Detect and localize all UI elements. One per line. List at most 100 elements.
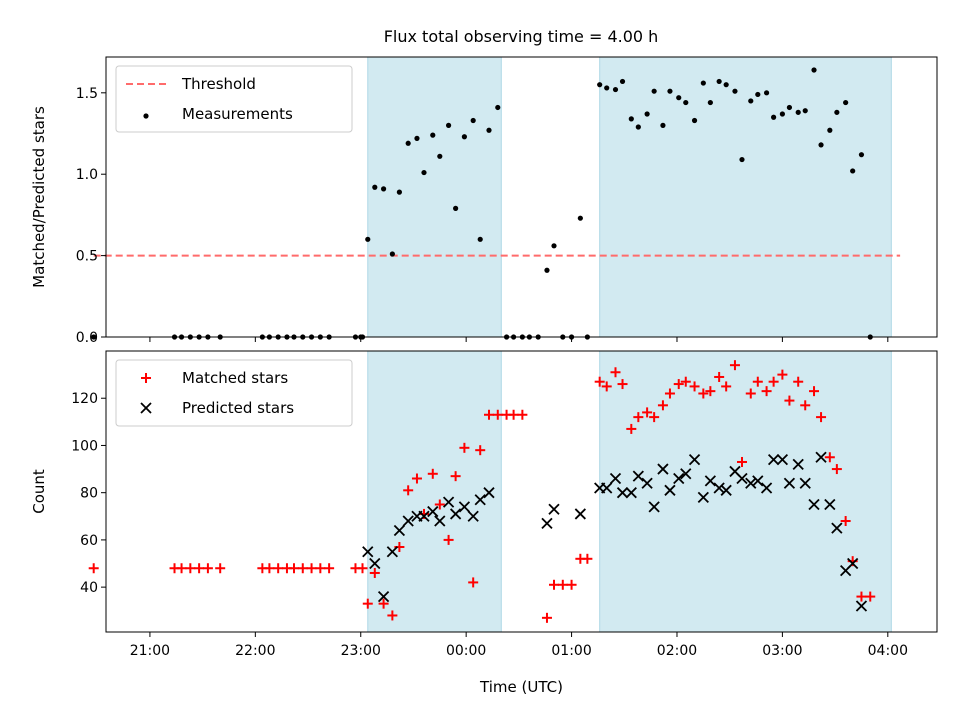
matched-point (517, 409, 528, 420)
matched-point (831, 464, 842, 475)
top-shaded-interval-1 (599, 56, 892, 338)
matched-point (387, 610, 398, 621)
matched-point (698, 388, 709, 399)
legend-label: Measurements (182, 105, 293, 123)
matched-point (752, 376, 763, 387)
matched-point (541, 612, 552, 623)
predicted-point (688, 453, 701, 466)
measurement-point (700, 80, 706, 86)
predicted-point (664, 484, 676, 496)
matched-point (297, 563, 308, 574)
predicted-point (745, 477, 757, 489)
measurement-point (771, 114, 777, 120)
predicted-point (483, 487, 495, 499)
measurement-point (850, 168, 856, 174)
matched-point (185, 563, 196, 574)
matched-point (357, 563, 368, 574)
star-count-panel: 40 60 80 100 120 21:00 22:00 23:00 00:00 01:00 02:… (30, 350, 938, 696)
x-tick-label: 22:00 (235, 643, 275, 659)
predicted-point (541, 517, 553, 530)
matched-point (566, 579, 577, 590)
legend-measurement-swatch (143, 113, 149, 119)
measurement-point (683, 99, 689, 106)
legend-label: Predicted stars (182, 399, 294, 417)
predicted-point (449, 508, 462, 520)
measurement-point (477, 236, 483, 242)
measurement-point (414, 135, 420, 141)
predicted-point (808, 498, 820, 511)
measurement-point (396, 189, 402, 195)
predicted-point (625, 487, 637, 499)
matched-point (288, 563, 299, 574)
matched-point (549, 579, 560, 590)
matched-point (649, 412, 660, 423)
matched-point (777, 369, 788, 380)
measurement-point (834, 109, 840, 115)
legend-label: Matched stars (182, 369, 288, 387)
measurement-point (628, 116, 634, 122)
matched-point (362, 598, 373, 609)
matched-point (324, 563, 335, 574)
measurement-point (597, 82, 603, 88)
matched-point (557, 579, 568, 590)
measurement-point (461, 134, 468, 140)
matched-point (264, 563, 275, 574)
matched-point (729, 360, 740, 371)
predicted-point (783, 477, 796, 489)
predicted-point (434, 515, 446, 527)
x-tick-label: 00:00 (446, 643, 486, 659)
measurement-point (732, 88, 738, 94)
y-tick-label: 100 (71, 438, 98, 454)
matched-point (705, 386, 716, 397)
matched-point (508, 409, 519, 420)
y-tick-label: 40 (80, 580, 98, 596)
y-tick-label: 80 (80, 486, 98, 502)
measurement-point (544, 267, 550, 273)
matched-point (736, 456, 747, 467)
matched-point (680, 376, 691, 387)
measurement-point (667, 88, 673, 94)
predicted-point (697, 491, 709, 504)
measurement-point (365, 236, 371, 242)
y-tick-label: 120 (71, 391, 98, 407)
matched-point (745, 388, 756, 399)
matched-point (194, 563, 205, 574)
bottom-shaded-interval-1 (599, 350, 892, 633)
predicted-point (362, 546, 374, 558)
top-legend: Threshold Measurements (115, 65, 353, 133)
predicted-point (442, 496, 455, 508)
matched-point (784, 395, 795, 406)
top-shaded-interval-0 (367, 56, 502, 338)
matched-point (369, 567, 380, 578)
predicted-point (601, 482, 613, 494)
predicted-point (402, 515, 414, 527)
legend-predicted-swatch (140, 402, 152, 414)
y-tick-label: 0.0 (76, 330, 98, 346)
matched-point (468, 577, 479, 588)
matched-point (483, 409, 494, 420)
measurement-point (811, 67, 817, 73)
measurement-point (551, 243, 557, 249)
predicted-point (673, 472, 685, 485)
matched-point (768, 376, 779, 387)
matched-point (840, 516, 851, 527)
matched-point (88, 563, 99, 574)
y-tick-label: 1.5 (76, 86, 98, 102)
measurement-point (453, 205, 459, 211)
measurement-point (405, 140, 411, 146)
predicted-point (831, 522, 843, 534)
bottom-axes-frame (105, 350, 938, 633)
predicted-point (609, 472, 622, 485)
matched-point (824, 452, 835, 463)
measurement-point (635, 124, 641, 130)
predicted-point (393, 524, 406, 537)
matched-point (434, 499, 445, 510)
x-axis-label: Time (UTC) (479, 678, 563, 696)
y-tick-label: 0.5 (76, 249, 98, 265)
predicted-point (713, 482, 725, 494)
matched-point (315, 563, 326, 574)
matched-point (673, 379, 684, 390)
bottom-shaded-interval-0 (367, 350, 502, 633)
matched-point (689, 381, 700, 392)
matched-point (601, 381, 612, 392)
